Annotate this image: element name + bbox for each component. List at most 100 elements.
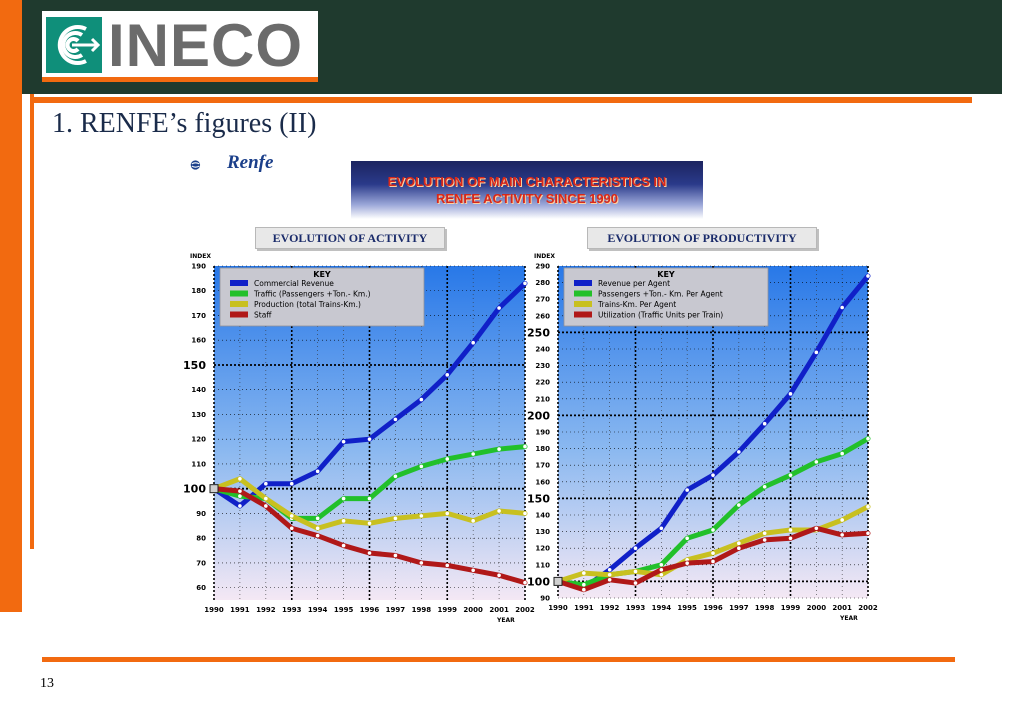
- y-tick-label: 180: [535, 445, 550, 453]
- data-point: [737, 546, 741, 550]
- data-point: [238, 504, 242, 508]
- activity-chart: 60 70 80 90 100 110 120 130 140 150 160 170 180 190 19…: [183, 253, 535, 624]
- data-point: [238, 489, 242, 493]
- data-point: [471, 452, 475, 456]
- data-point: [840, 518, 844, 522]
- x-tick-label: 1996: [360, 606, 380, 614]
- y-tick-label: 200: [527, 409, 550, 422]
- data-point: [866, 274, 870, 278]
- legend-label: Traffic (Passengers +Ton.- Km.): [253, 290, 371, 299]
- top-divider: [30, 97, 972, 103]
- x-tick-label: 1992: [600, 604, 620, 612]
- y-tick-label: 220: [535, 379, 550, 387]
- data-point: [497, 509, 501, 513]
- y-tick-label: 110: [535, 561, 550, 569]
- x-tick-label: 1991: [230, 606, 250, 614]
- chart-banner: EVOLUTION OF MAIN CHARACTERISTICS IN REN…: [351, 161, 703, 219]
- baseline-marker: [553, 576, 563, 586]
- data-point: [367, 496, 372, 501]
- data-point: [685, 488, 689, 492]
- series-line-1: [211, 280, 528, 509]
- data-point: [711, 528, 715, 532]
- data-point: [556, 579, 560, 584]
- legend-title: KEY: [657, 270, 675, 279]
- data-point: [393, 417, 398, 422]
- y-tick-label: 230: [535, 362, 550, 370]
- data-point: [659, 572, 664, 577]
- x-tick-label: 1991: [574, 604, 594, 612]
- y-tick-label: 120: [535, 545, 550, 553]
- banner-line-1: EVOLUTION OF MAIN CHARACTERISTICS IN: [387, 174, 667, 189]
- data-point: [711, 559, 715, 564]
- ineco-logo-mark-icon: [46, 17, 102, 73]
- data-point: [523, 281, 527, 286]
- legend-box: [219, 267, 425, 327]
- legend-swatch: [230, 301, 248, 307]
- banner-line-2: RENFE ACTIVITY SINCE 1990: [435, 191, 619, 206]
- x-tick-label: 1990: [548, 604, 568, 612]
- data-point: [556, 579, 560, 584]
- data-point: [523, 511, 527, 516]
- data-point: [659, 563, 664, 567]
- data-point: [814, 460, 819, 464]
- y-tick-label: 120: [191, 436, 206, 444]
- y-tick-label: 130: [191, 411, 206, 419]
- data-point: [523, 580, 527, 585]
- data-point: [341, 439, 346, 444]
- y-tick-label: 60: [196, 584, 206, 592]
- data-point: [471, 519, 475, 523]
- data-point: [607, 567, 612, 572]
- x-tick-label: 2000: [463, 606, 483, 614]
- y-tick-label: 210: [535, 395, 550, 403]
- y-tick-label: 140: [191, 386, 206, 394]
- data-point: [393, 474, 398, 479]
- data-point: [497, 306, 501, 310]
- data-point: [582, 587, 586, 592]
- y-tick-label: 180: [191, 287, 206, 295]
- ineco-logo-text: INECO: [108, 12, 304, 79]
- y-tick-label: 100: [183, 483, 206, 496]
- y-tick-label: 150: [183, 359, 206, 372]
- data-point: [814, 528, 819, 532]
- legend-label: Revenue per Agent: [598, 279, 670, 288]
- data-point: [367, 521, 372, 526]
- ineco-logo: INECO: [42, 11, 318, 81]
- data-point: [840, 305, 844, 310]
- data-point: [471, 568, 475, 573]
- data-point: [762, 538, 767, 542]
- data-point: [393, 553, 398, 558]
- data-point: [866, 504, 870, 509]
- data-point: [341, 543, 346, 548]
- data-point: [341, 496, 346, 501]
- data-point: [393, 516, 398, 521]
- x-tick-label: 1996: [703, 604, 723, 612]
- data-point: [685, 561, 689, 565]
- series-line-2: [211, 444, 528, 521]
- x-tick-label: 1994: [308, 606, 328, 614]
- legend-swatch: [574, 311, 592, 318]
- y-tick-label: 90: [196, 510, 206, 518]
- legend-swatch: [230, 290, 248, 297]
- x-tick-label: 1999: [438, 606, 458, 614]
- data-point: [737, 503, 741, 507]
- y-tick-label: 130: [535, 528, 550, 536]
- legend-label: Passengers +Ton.- Km. Per Agent: [598, 290, 723, 299]
- y-tick-label: 190: [535, 429, 550, 437]
- data-point: [607, 572, 612, 577]
- data-point: [212, 486, 216, 491]
- data-point: [788, 528, 793, 532]
- x-tick-label: 2002: [858, 604, 878, 612]
- renfe-logo-text: Renfe: [227, 152, 274, 173]
- y-tick-label: 160: [535, 478, 550, 486]
- data-point: [866, 436, 870, 441]
- legend-swatch: [230, 280, 248, 286]
- left-accent-line: [30, 94, 34, 549]
- bottom-divider: [42, 657, 955, 662]
- y-tick-label: 260: [535, 312, 550, 320]
- series-line-2: [555, 436, 871, 588]
- data-point: [582, 571, 586, 575]
- data-point: [607, 577, 612, 582]
- legend-label: Utilization (Traffic Units per Train): [598, 311, 723, 320]
- data-point: [737, 541, 741, 546]
- x-tick-label: 1998: [755, 604, 775, 612]
